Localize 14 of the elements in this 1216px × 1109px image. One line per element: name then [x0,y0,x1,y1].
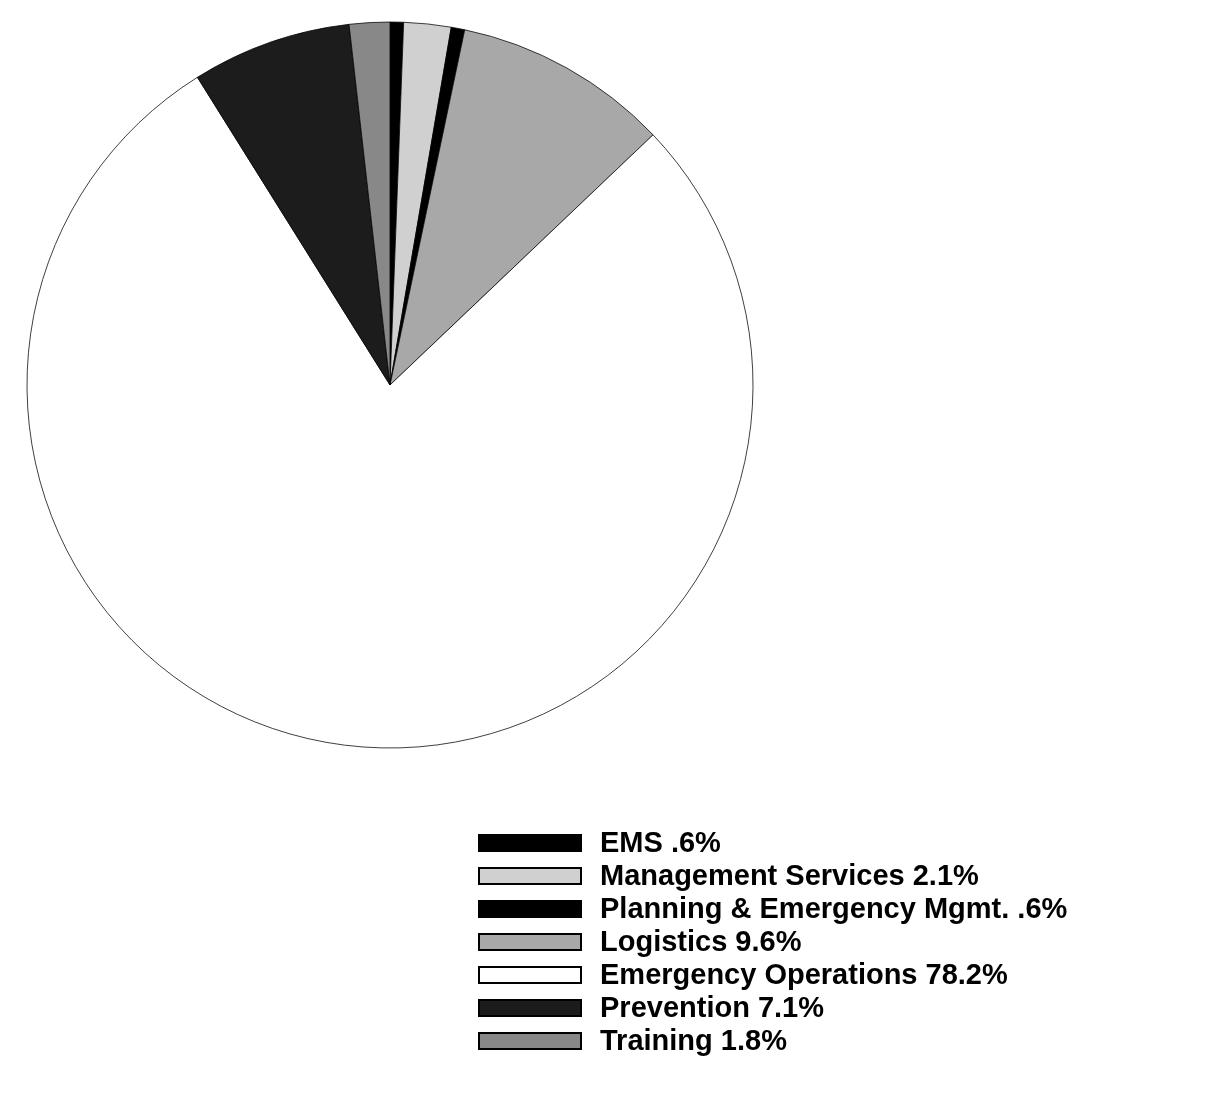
data-label: 9.6% [735,925,802,957]
data-label: 2.1% [912,859,979,891]
legend-label: Training [600,1024,713,1056]
data-label: 1.8% [720,1024,787,1056]
legend-label: Prevention [600,991,750,1023]
legend-label: Planning & Emergency Mgmt. [600,892,1010,924]
data-label: 7.1% [757,991,825,1023]
data-label: 78.2% [925,958,1008,990]
legend-label: Emergency Operations [600,958,918,990]
legend-label: Management Services [600,859,905,891]
data-label: .6% [670,826,721,858]
data-label: .6% [1017,892,1068,924]
legend-label: EMS [600,826,663,858]
legend-label: Logistics [600,925,728,957]
